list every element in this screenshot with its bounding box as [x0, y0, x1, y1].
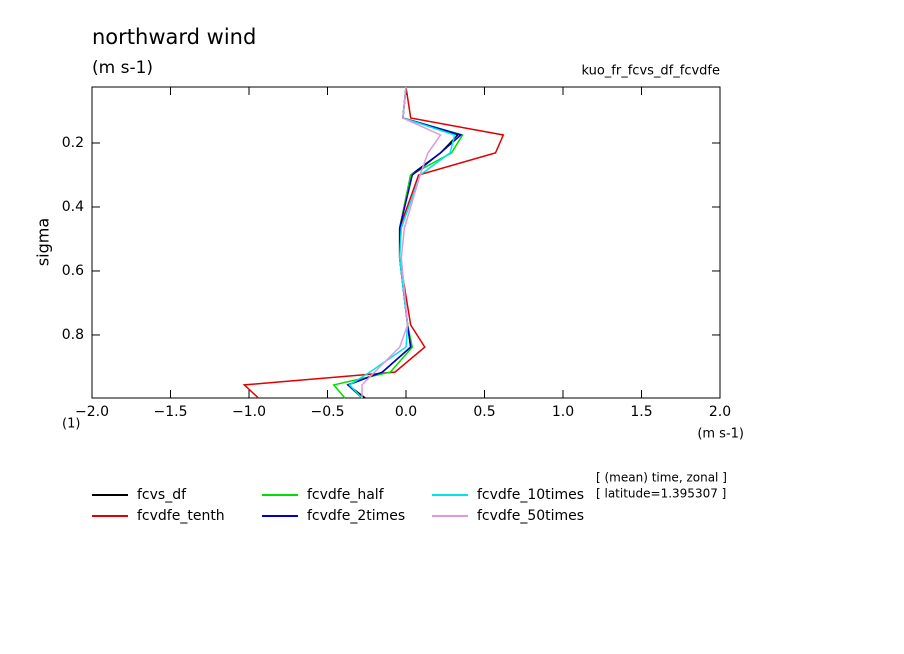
legend-label: fcvs_df — [137, 487, 187, 503]
note: [ (mean) time, zonal ] — [596, 471, 727, 485]
x-tick-label: −2.0 — [75, 404, 109, 420]
profile-line — [346, 86, 463, 399]
y-tick-label: 0.2 — [62, 135, 84, 151]
x-tick-label: 0.5 — [473, 404, 495, 420]
y-tick-label: 0.6 — [62, 263, 84, 279]
profile-line — [332, 86, 464, 399]
x-axis-label: (m s-1) — [697, 427, 744, 442]
note: [ latitude=1.395307 ] — [596, 487, 726, 501]
profile-line — [242, 86, 505, 399]
x-tick-label: −1.5 — [154, 404, 188, 420]
x-tick-label: −0.5 — [311, 404, 345, 420]
legend-label: fcvdfe_10times — [477, 487, 584, 503]
x-tick-label: 1.0 — [552, 404, 574, 420]
profile-line — [361, 86, 442, 398]
run-label: kuo_fr_fcvs_df_fcvdfe — [581, 64, 720, 79]
legend-label: fcvdfe_tenth — [137, 508, 225, 524]
legend-label: fcvdfe_2times — [307, 508, 405, 524]
y-tick-label: 0.4 — [62, 199, 84, 215]
y-unit: (1) — [62, 417, 80, 432]
y-tick-label: 0.8 — [62, 327, 84, 343]
x-tick-label: −1.0 — [232, 404, 266, 420]
profile-line — [348, 86, 456, 399]
legend-label: fcvdfe_50times — [477, 508, 584, 524]
chart-subtitle: (m s-1) — [92, 58, 153, 78]
x-tick-label: 2.0 — [709, 404, 731, 420]
y-axis-label: sigma — [34, 218, 53, 266]
legend-label: fcvdfe_half — [307, 487, 385, 503]
chart-title: northward wind — [92, 25, 256, 49]
x-tick-label: 0.0 — [395, 404, 417, 420]
x-tick-label: 1.5 — [630, 404, 652, 420]
